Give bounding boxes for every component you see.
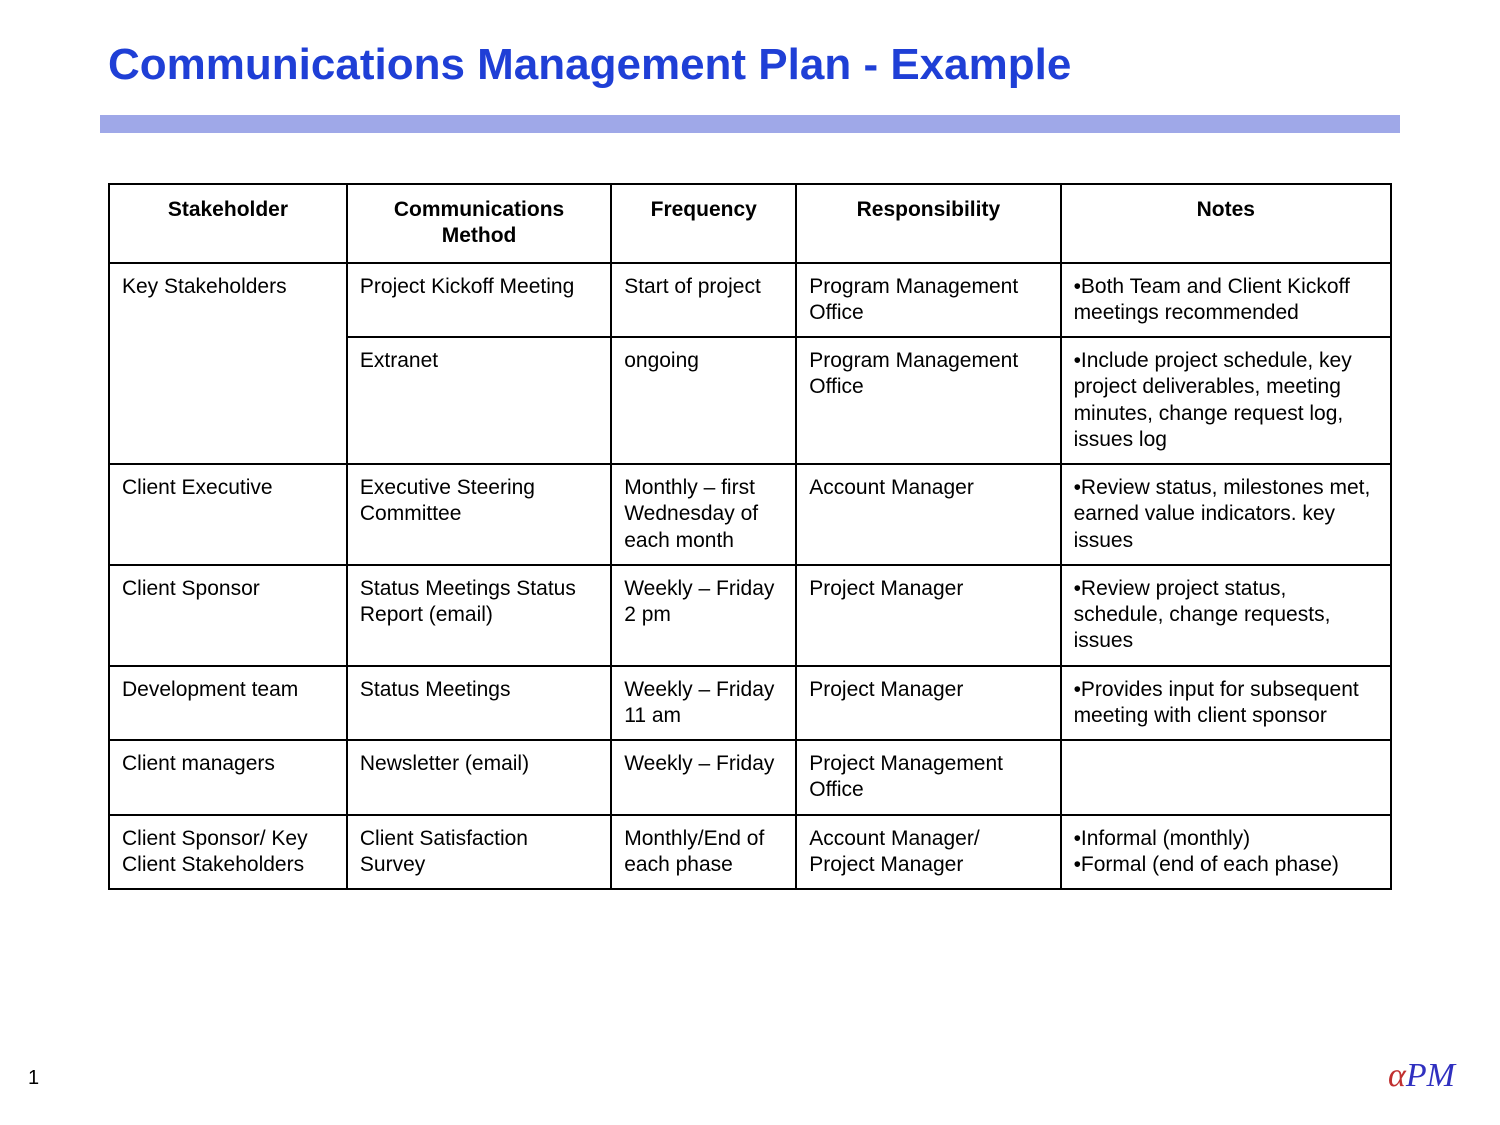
cell-notes: •Informal (monthly) •Formal (end of each… [1061, 815, 1391, 890]
cell-stakeholder: Client Sponsor [109, 565, 347, 666]
cell-stakeholder: Client managers [109, 740, 347, 815]
cell-notes: •Provides input for subsequent meeting w… [1061, 666, 1391, 741]
cell-frequency: Monthly/End of each phase [611, 815, 796, 890]
communications-table: Stakeholder Communications Method Freque… [108, 183, 1392, 890]
table-row: Client Executive Executive Steering Comm… [109, 464, 1391, 565]
cell-stakeholder: Client Sponsor/ Key Client Stakeholders [109, 815, 347, 890]
table-row: Key Stakeholders Project Kickoff Meeting… [109, 263, 1391, 338]
cell-method: Status Meetings [347, 666, 611, 741]
header-notes: Notes [1061, 184, 1391, 263]
header-stakeholder: Stakeholder [109, 184, 347, 263]
cell-responsibility: Program Management Office [796, 263, 1060, 338]
logo-alpha: α [1388, 1057, 1406, 1094]
cell-stakeholder [109, 337, 347, 464]
cell-notes: •Review project status, schedule, change… [1061, 565, 1391, 666]
cell-frequency: Monthly – first Wednesday of each month [611, 464, 796, 565]
table-header-row: Stakeholder Communications Method Freque… [109, 184, 1391, 263]
cell-method: Status Meetings Status Report (email) [347, 565, 611, 666]
cell-responsibility: Account Manager/ Project Manager [796, 815, 1060, 890]
cell-responsibility: Account Manager [796, 464, 1060, 565]
header-frequency: Frequency [611, 184, 796, 263]
cell-stakeholder: Client Executive [109, 464, 347, 565]
cell-notes: •Review status, milestones met, earned v… [1061, 464, 1391, 565]
table-row: Development team Status Meetings Weekly … [109, 666, 1391, 741]
cell-responsibility: Project Manager [796, 565, 1060, 666]
cell-frequency: Weekly – Friday [611, 740, 796, 815]
cell-notes: •Both Team and Client Kickoff meetings r… [1061, 263, 1391, 338]
cell-frequency: Weekly – Friday 2 pm [611, 565, 796, 666]
cell-responsibility: Program Management Office [796, 337, 1060, 464]
cell-method: Newsletter (email) [347, 740, 611, 815]
header-method: Communications Method [347, 184, 611, 263]
cell-frequency: Weekly – Friday 11 am [611, 666, 796, 741]
table-row: Extranet ongoing Program Management Offi… [109, 337, 1391, 464]
cell-frequency: ongoing [611, 337, 796, 464]
logo: αPM [1388, 1057, 1455, 1095]
header-responsibility: Responsibility [796, 184, 1060, 263]
cell-responsibility: Project Management Office [796, 740, 1060, 815]
table-row: Client Sponsor Status Meetings Status Re… [109, 565, 1391, 666]
cell-method: Extranet [347, 337, 611, 464]
cell-notes: •Include project schedule, key project d… [1061, 337, 1391, 464]
cell-stakeholder: Development team [109, 666, 347, 741]
title-divider [100, 115, 1400, 133]
logo-pm: PM [1406, 1057, 1455, 1094]
table-row: Client Sponsor/ Key Client Stakeholders … [109, 815, 1391, 890]
cell-method: Client Satisfaction Survey [347, 815, 611, 890]
cell-method: Project Kickoff Meeting [347, 263, 611, 338]
cell-stakeholder: Key Stakeholders [109, 263, 347, 338]
communications-table-container: Stakeholder Communications Method Freque… [108, 183, 1392, 890]
cell-method: Executive Steering Committee [347, 464, 611, 565]
page-title: Communications Management Plan - Example [108, 40, 1400, 90]
cell-frequency: Start of project [611, 263, 796, 338]
table-row: Client managers Newsletter (email) Weekl… [109, 740, 1391, 815]
cell-notes [1061, 740, 1391, 815]
cell-responsibility: Project Manager [796, 666, 1060, 741]
page-number: 1 [28, 1067, 39, 1090]
